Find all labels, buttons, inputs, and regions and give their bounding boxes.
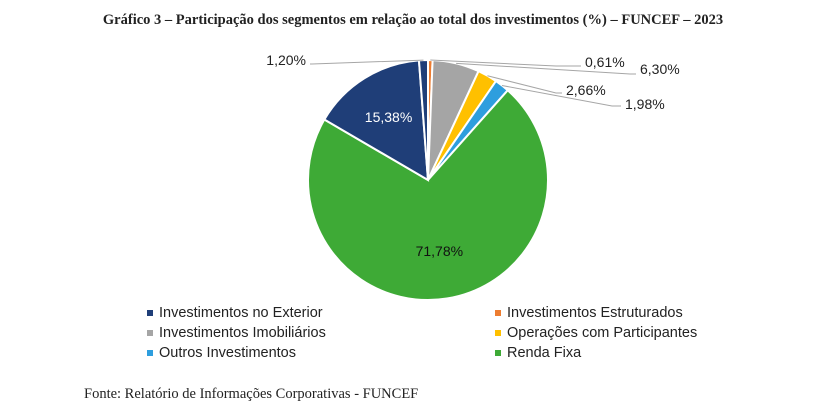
- chart-source: Fonte: Relatório de Informações Corporat…: [84, 386, 419, 402]
- legend-item-investimentos-estruturados: Investimentos Estruturados: [495, 304, 747, 322]
- legend-swatch: [495, 310, 501, 316]
- chart-legend: Investimentos no Exterior Investimentos E…: [147, 304, 747, 362]
- pie-slice-investimentos-no-exterior: [322, 59, 430, 182]
- legend-label: Investimentos Estruturados: [507, 305, 683, 321]
- slice-label: 15,38%: [365, 109, 412, 125]
- legend-item-investimentos-imobiliarios: Investimentos Imobiliários: [147, 324, 495, 342]
- legend-swatch: [147, 350, 153, 356]
- leader-line: [430, 59, 581, 67]
- legend-item-operacoes-com-participantes: Operações com Participantes: [495, 324, 747, 342]
- legend-item-investimentos-no-exterior: Investimentos no Exterior: [147, 304, 495, 322]
- chart-title: Gráfico 3 – Participação dos segmentos e…: [102, 12, 724, 28]
- legend-label: Investimentos Imobiliários: [159, 325, 326, 341]
- legend-swatch: [147, 330, 153, 336]
- slice-label: 1,20%: [266, 52, 306, 68]
- leader-line: [501, 85, 621, 107]
- legend-swatch: [147, 310, 153, 316]
- legend-label: Renda Fixa: [507, 345, 582, 361]
- legend-label: Operações com Participantes: [507, 325, 698, 341]
- legend-label: Outros Investimentos: [159, 345, 296, 361]
- legend-swatch: [495, 350, 501, 356]
- slice-label: 6,30%: [640, 61, 680, 77]
- legend-item-outros-investimentos: Outros Investimentos: [147, 344, 495, 362]
- slice-label: 0,61%: [585, 54, 625, 70]
- leader-line: [487, 75, 562, 94]
- leader-line: [456, 62, 636, 75]
- leader-line: [310, 59, 424, 65]
- slice-label: 71,78%: [416, 243, 463, 259]
- pie-slice-renda-fixa: [307, 88, 549, 301]
- slice-label: 1,98%: [625, 96, 665, 112]
- slice-label: 2,66%: [566, 82, 606, 98]
- legend-item-renda-fixa: Renda Fixa: [495, 344, 747, 362]
- legend-label: Investimentos no Exterior: [159, 305, 323, 321]
- legend-swatch: [495, 330, 501, 336]
